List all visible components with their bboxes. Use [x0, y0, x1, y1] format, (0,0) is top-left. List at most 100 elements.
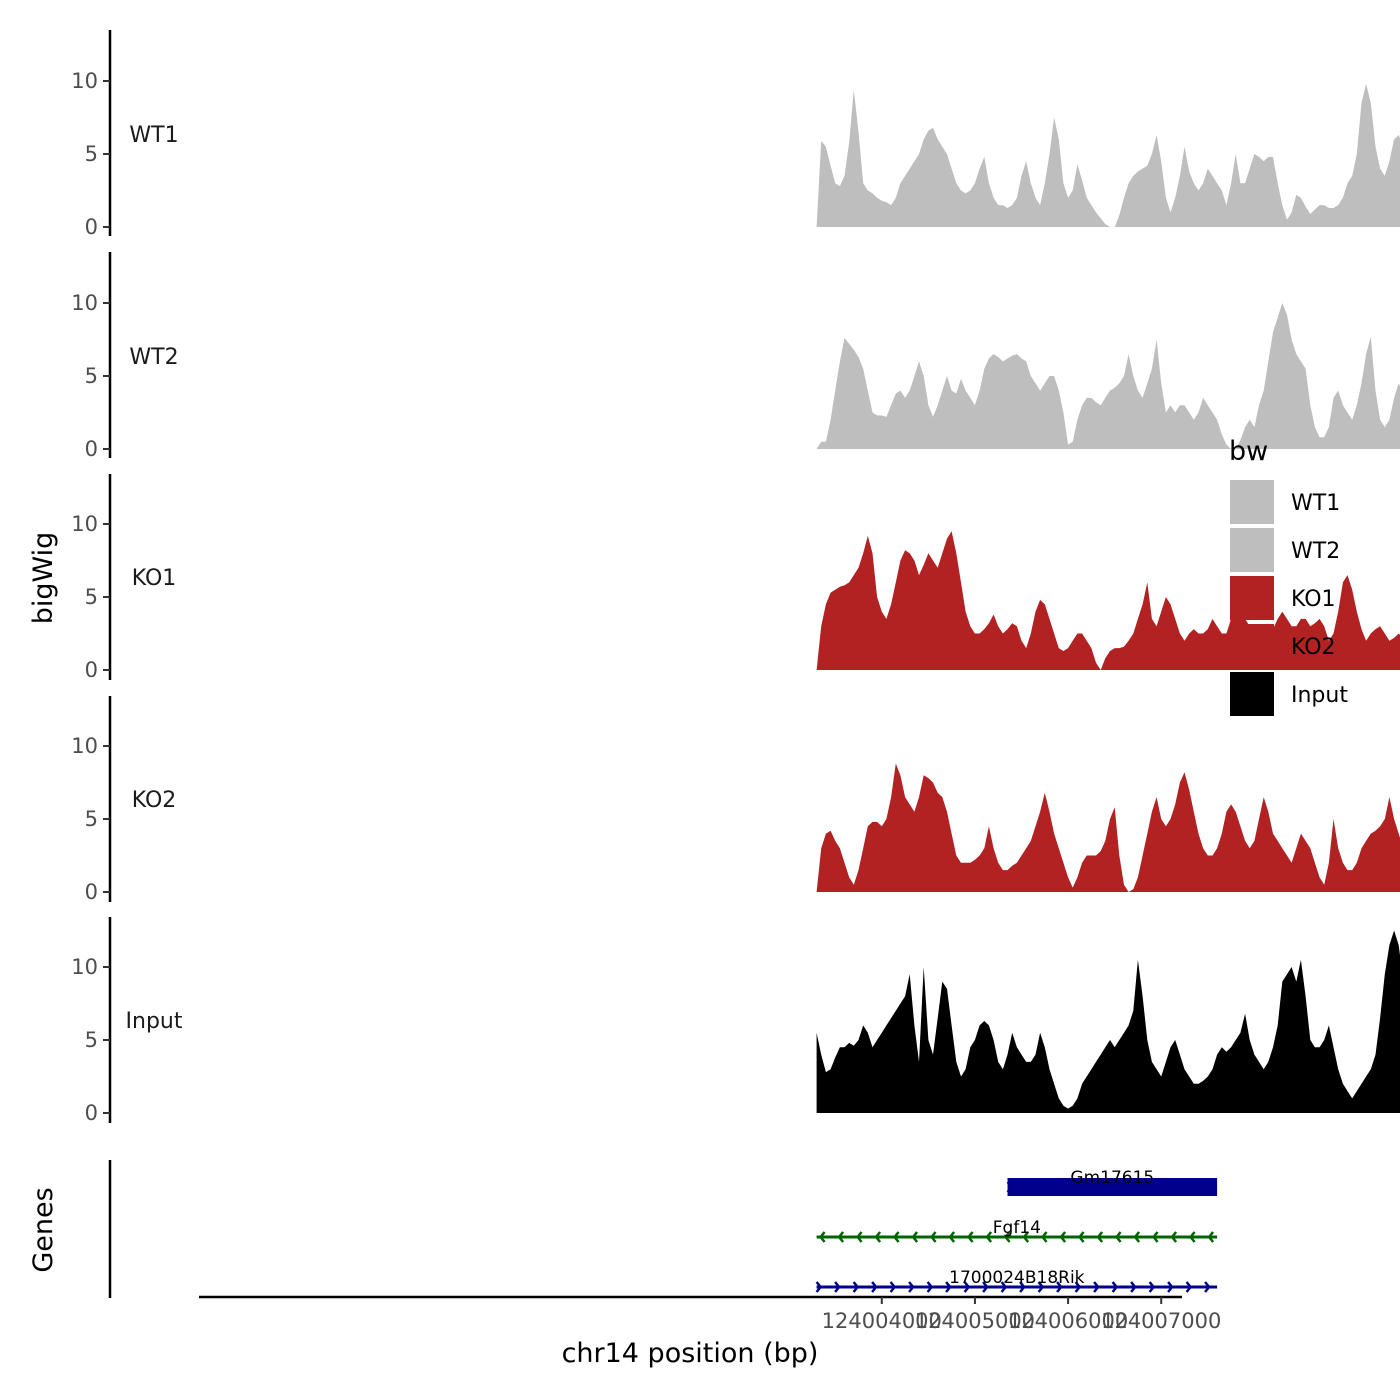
- y-tick-label: 10: [71, 291, 98, 315]
- legend-swatch: [1230, 528, 1274, 572]
- strand-chevron: [1136, 1181, 1143, 1193]
- strand-chevron: [818, 1231, 826, 1243]
- y-tick-label: 5: [85, 807, 98, 831]
- gene-label: Gm17615: [1070, 1168, 1154, 1188]
- area-wt2: [816, 303, 1400, 449]
- strand-chevron: [1000, 1281, 1008, 1293]
- legend-entry-input: Input: [1230, 672, 1348, 716]
- track-label: WT1: [129, 123, 178, 148]
- strand-chevron: [1173, 1181, 1180, 1193]
- x-tick-label: 124005000: [915, 1309, 1035, 1333]
- strand-chevron: [1019, 1281, 1026, 1293]
- track-wt1: 0 5 10 WT1: [71, 30, 1400, 239]
- strand-chevron: [1114, 1231, 1122, 1243]
- strand-chevron: [1056, 1281, 1063, 1293]
- strand-chevron: [1188, 1231, 1196, 1243]
- y-tick-label: 5: [85, 585, 98, 609]
- legend-swatch: [1230, 624, 1274, 668]
- strand-chevron: [1185, 1281, 1193, 1293]
- strand-chevron: [1099, 1181, 1106, 1193]
- strand-chevron: [1170, 1231, 1178, 1243]
- strand-chevron: [1117, 1181, 1125, 1193]
- strand-chevron: [1154, 1181, 1162, 1193]
- y-tick-label: 0: [85, 880, 98, 904]
- y-tick-label: 0: [85, 215, 98, 239]
- strand-chevron: [966, 1231, 974, 1243]
- legend-entry-wt1: WT1: [1230, 480, 1340, 524]
- strand-chevron: [1151, 1231, 1159, 1243]
- strand-chevron: [1133, 1231, 1141, 1243]
- strand-chevron: [1204, 1281, 1211, 1293]
- strand-chevron: [908, 1281, 915, 1293]
- y-tick-label: 5: [85, 364, 98, 388]
- strand-chevron: [1077, 1231, 1085, 1243]
- x-tick-label: 124004000: [822, 1309, 942, 1333]
- legend-entry-ko2: KO2: [1230, 624, 1336, 668]
- y-tick-label: 10: [71, 734, 98, 758]
- strand-chevron: [985, 1231, 993, 1243]
- strand-chevron: [1025, 1181, 1032, 1193]
- gene-label: 1700024B18Rik: [949, 1268, 1085, 1288]
- y-tick-label: 0: [85, 437, 98, 461]
- y-axis-title: bigWig: [28, 532, 59, 625]
- y-tick-label: 10: [71, 512, 98, 536]
- legend-title: bw: [1229, 436, 1268, 467]
- strand-chevron: [926, 1281, 934, 1293]
- strand-chevron: [1059, 1231, 1067, 1243]
- y-tick-label: 0: [85, 658, 98, 682]
- strand-chevron: [852, 1281, 860, 1293]
- gene-fgf14: Fgf14: [816, 1218, 1218, 1243]
- gene-1700024b18rik: 1700024B18Rik: [815, 1268, 1218, 1293]
- strand-chevron: [1191, 1181, 1199, 1193]
- strand-chevron: [1037, 1281, 1045, 1293]
- legend-label: WT2: [1291, 539, 1340, 564]
- legend-label: KO1: [1291, 587, 1336, 612]
- legend-swatch: [1230, 672, 1274, 716]
- x-tick-label: 124006000: [1008, 1309, 1128, 1333]
- strand-chevron: [855, 1231, 863, 1243]
- strand-chevron: [892, 1231, 900, 1243]
- x-axis-title: chr14 position (bp): [562, 1338, 819, 1369]
- track-ko1: 0 5 10 KO1: [71, 474, 1400, 682]
- track-input: 0 5 10 Input: [71, 917, 1400, 1125]
- genes-track: Gm17615 Fgf14 1700024B18Rik: [108, 1160, 1218, 1298]
- strand-chevron: [1040, 1231, 1048, 1243]
- strand-chevron: [889, 1281, 897, 1293]
- gene-body: [1007, 1178, 1218, 1196]
- strand-chevron: [948, 1231, 956, 1243]
- strand-chevron: [1130, 1281, 1137, 1293]
- strand-chevron: [1003, 1231, 1011, 1243]
- area-wt1: [816, 83, 1400, 227]
- strand-chevron: [929, 1231, 937, 1243]
- strand-chevron: [911, 1231, 919, 1243]
- strand-chevron: [837, 1231, 845, 1243]
- signal-tracks: 0 5 10 WT1 0 5 10 WT2 0 5 10 KO1 0 5 10 KO2 0 5 10 Input: [71, 30, 1400, 1125]
- strand-chevron: [1093, 1281, 1100, 1293]
- genes-axis-title: Genes: [28, 1187, 59, 1272]
- area-input: [816, 930, 1400, 1113]
- track-label: KO2: [132, 788, 177, 813]
- legend: bw WT1 WT2 KO1 KO2 Input: [1229, 436, 1348, 716]
- strand-chevron: [1022, 1231, 1030, 1243]
- legend-swatch: [1230, 576, 1274, 620]
- track-label: WT2: [129, 345, 178, 370]
- y-tick-label: 0: [85, 1101, 98, 1125]
- strand-chevron: [1043, 1181, 1051, 1193]
- y-tick-label: 10: [71, 69, 98, 93]
- gene-label: Fgf14: [993, 1218, 1041, 1238]
- strand-chevron: [982, 1281, 989, 1293]
- strand-chevron: [815, 1281, 823, 1293]
- y-tick-label: 5: [85, 1028, 98, 1052]
- track-label: Input: [126, 1009, 183, 1034]
- x-tick-label: 124007000: [1101, 1309, 1221, 1333]
- strand-chevron: [1167, 1281, 1174, 1293]
- gene-gm17615: Gm17615: [1006, 1168, 1218, 1196]
- legend-swatch: [1230, 480, 1274, 524]
- legend-label: Input: [1291, 683, 1348, 708]
- y-tick-label: 5: [85, 142, 98, 166]
- strand-chevron: [1062, 1181, 1069, 1193]
- strand-chevron: [874, 1231, 882, 1243]
- legend-entry-wt2: WT2: [1230, 528, 1340, 572]
